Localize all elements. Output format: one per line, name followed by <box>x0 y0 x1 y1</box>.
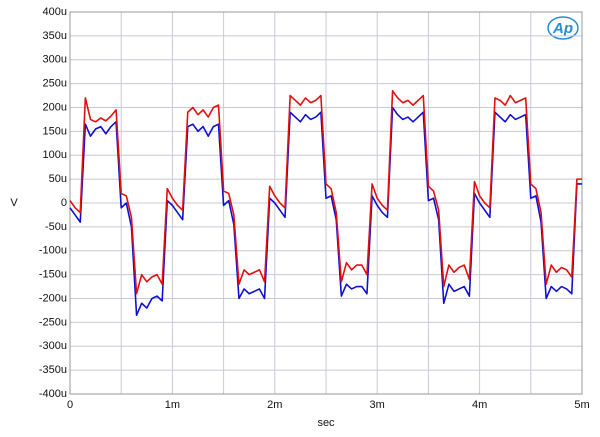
y-tick-label: 350u <box>43 30 67 42</box>
y-tick-label: 150u <box>43 125 67 137</box>
x-tick-label: 2m <box>267 399 282 411</box>
y-tick-label: -150u <box>39 269 67 281</box>
y-tick-label: -400u <box>39 388 67 400</box>
y-tick-label: -300u <box>39 340 67 352</box>
series-line <box>69 89 582 295</box>
y-tick-label: -100u <box>39 245 67 257</box>
y-tick-label: -250u <box>39 316 67 328</box>
x-tick-label: 4m <box>472 399 487 411</box>
y-tick-label: -350u <box>39 364 67 376</box>
y-tick-label: 50u <box>49 173 67 185</box>
y-tick-label: 200u <box>43 101 67 113</box>
y-tick-label: 250u <box>43 78 67 90</box>
y-axis-label: V <box>10 197 18 209</box>
x-tick-label: 1m <box>165 399 180 411</box>
y-tick-label: 400u <box>43 6 67 18</box>
y-tick-label: 100u <box>43 149 67 161</box>
x-axis-label: sec <box>317 417 335 429</box>
series-line <box>69 106 582 317</box>
y-tick-label: 300u <box>43 54 67 66</box>
x-tick-label: 0 <box>67 399 73 411</box>
x-tick-label: 3m <box>370 399 385 411</box>
x-tick-label: 5m <box>574 399 589 411</box>
logo: Ap <box>552 20 573 37</box>
y-tick-label: 0 <box>61 197 67 209</box>
plot-frame <box>69 11 583 395</box>
y-tick-label: -200u <box>39 292 67 304</box>
y-tick-label: -50u <box>45 221 67 233</box>
logo-ring <box>547 16 579 40</box>
